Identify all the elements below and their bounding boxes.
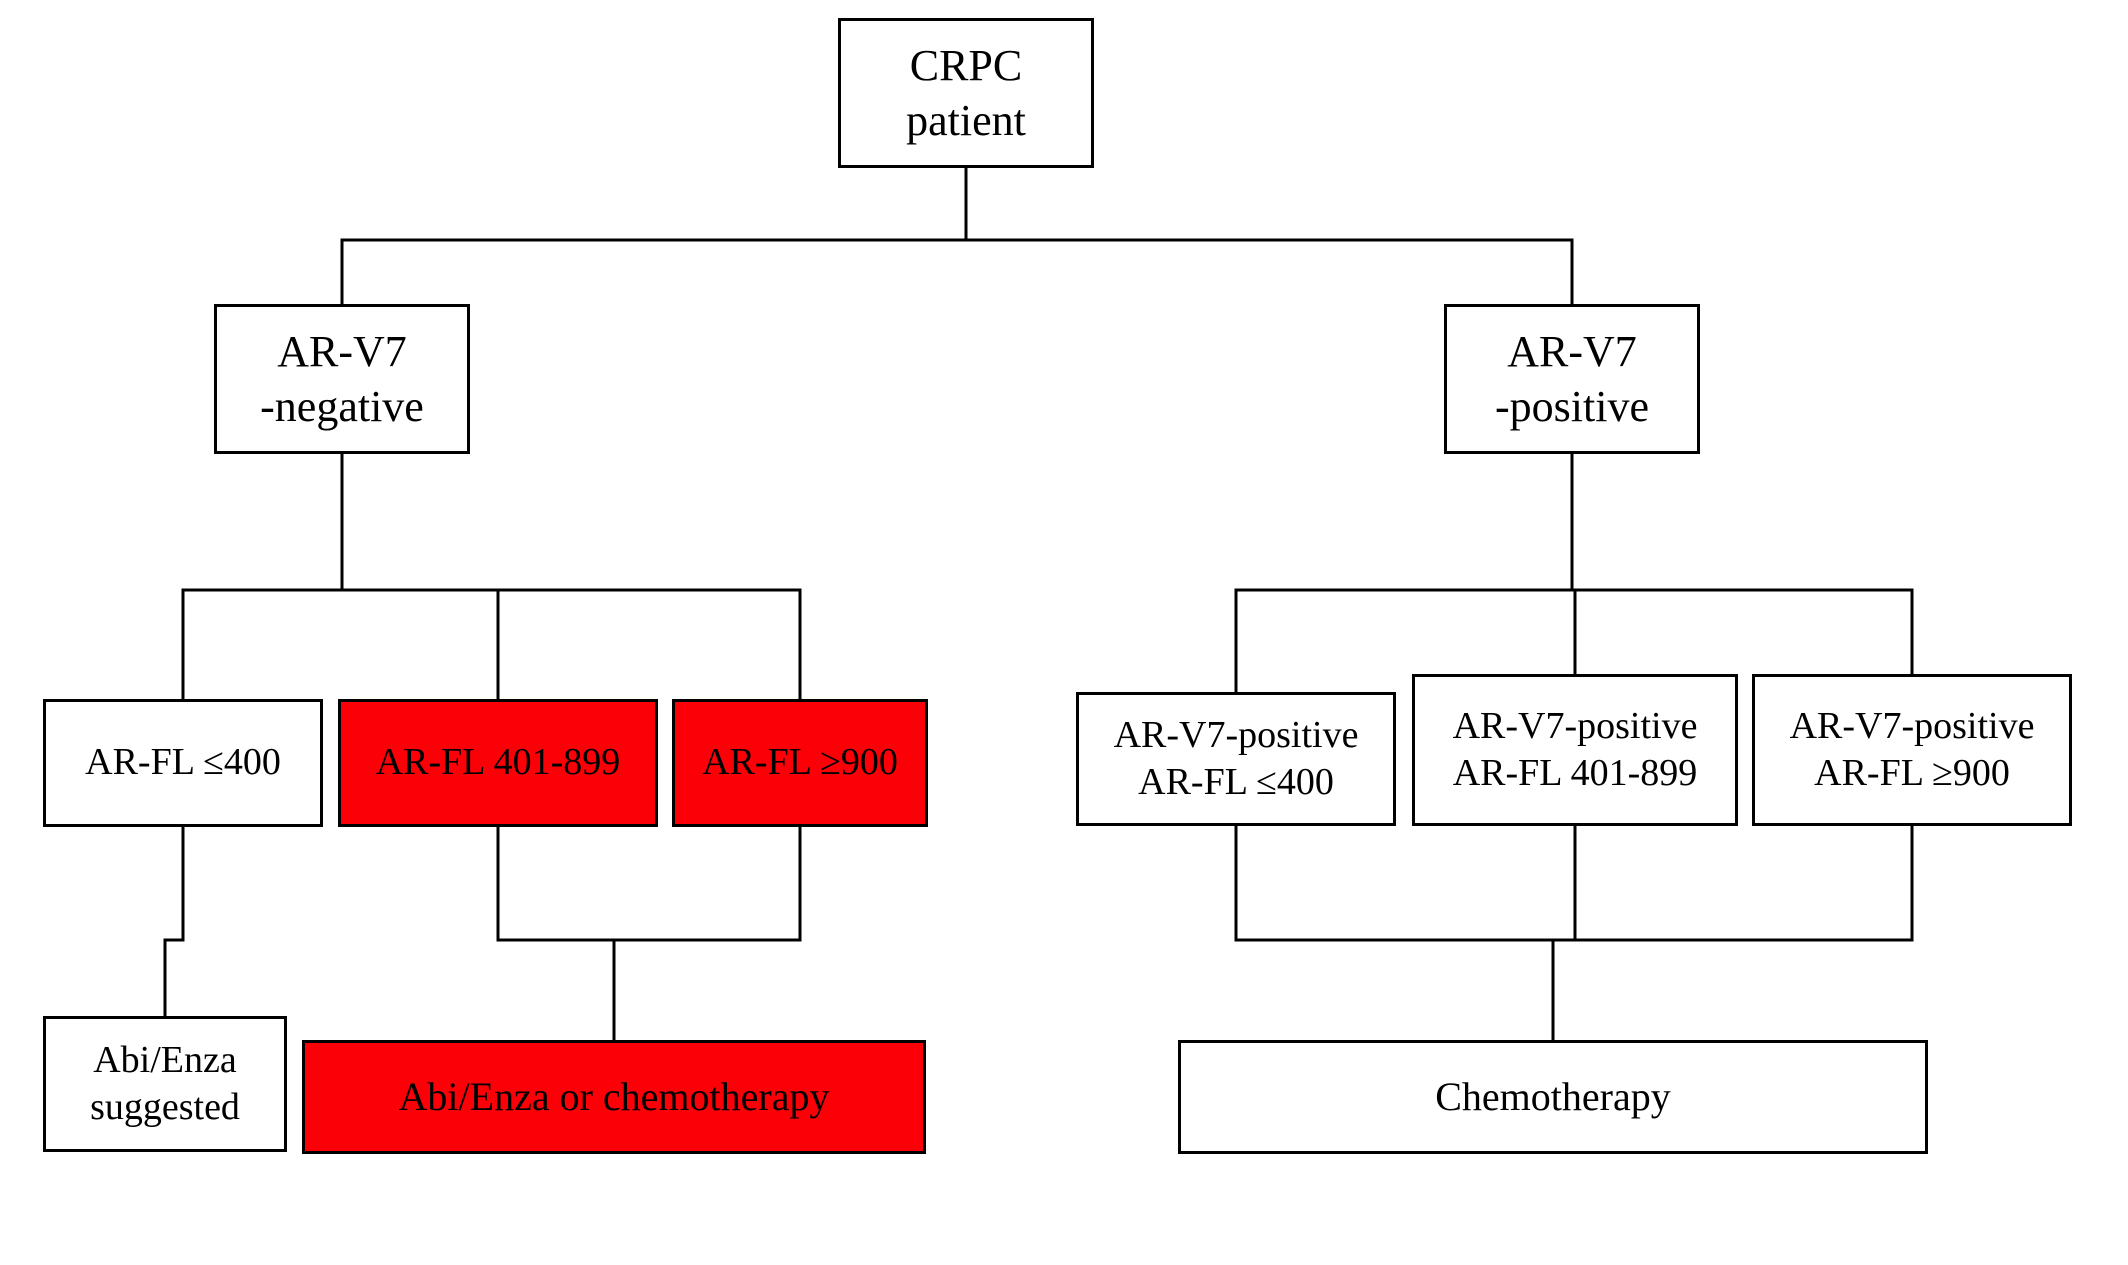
node-label: AR-V7 -negative (260, 324, 424, 434)
node-label: AR-FL ≥900 (702, 739, 898, 787)
node-chemotherapy: Chemotherapy (1178, 1040, 1928, 1154)
node-pos-arfl-le400: AR-V7-positive AR-FL ≤400 (1076, 692, 1396, 826)
node-abi-enza-suggested: Abi/Enza suggested (43, 1016, 287, 1152)
node-label: AR-V7-positive AR-FL ≥900 (1790, 703, 2035, 798)
node-label: Abi/Enza or chemotherapy (399, 1072, 830, 1122)
node-root: CRPC patient (838, 18, 1094, 168)
node-label: AR-V7 -positive (1495, 324, 1649, 434)
node-label: CRPC patient (906, 38, 1026, 148)
node-neg-arfl-401-899: AR-FL 401-899 (338, 699, 658, 827)
node-pos-arfl-ge900: AR-V7-positive AR-FL ≥900 (1752, 674, 2072, 826)
flowchart-canvas: CRPC patient AR-V7 -negative AR-V7 -posi… (0, 0, 2128, 1265)
node-label: AR-V7-positive AR-FL 401-899 (1453, 703, 1698, 798)
node-label: AR-FL 401-899 (376, 739, 621, 787)
node-label: Chemotherapy (1435, 1072, 1671, 1122)
node-neg-arfl-le400: AR-FL ≤400 (43, 699, 323, 827)
node-label: AR-V7-positive AR-FL ≤400 (1114, 712, 1359, 807)
node-arv7-negative: AR-V7 -negative (214, 304, 470, 454)
node-label: AR-FL ≤400 (85, 739, 281, 787)
node-label: Abi/Enza suggested (90, 1037, 240, 1132)
node-arv7-positive: AR-V7 -positive (1444, 304, 1700, 454)
node-neg-arfl-ge900: AR-FL ≥900 (672, 699, 928, 827)
node-abi-enza-or-chemo: Abi/Enza or chemotherapy (302, 1040, 926, 1154)
node-pos-arfl-401-899: AR-V7-positive AR-FL 401-899 (1412, 674, 1738, 826)
